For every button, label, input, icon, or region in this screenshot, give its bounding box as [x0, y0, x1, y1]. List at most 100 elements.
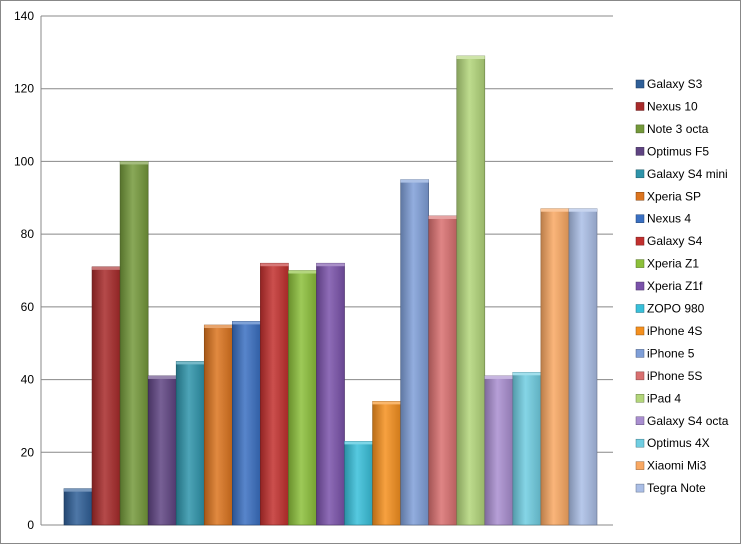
bar-top-highlight — [344, 441, 373, 445]
bar-top-highlight — [260, 263, 289, 267]
legend-swatch — [635, 214, 645, 223]
legend-label: Xperia SP — [647, 189, 701, 203]
legend-label: Galaxy S4 octa — [647, 414, 729, 428]
bar-galaxy-s4-mini — [175, 361, 205, 526]
legend-swatch — [635, 349, 645, 358]
bar-top-highlight — [400, 179, 429, 183]
legend-swatch — [635, 394, 645, 403]
bar-xperia-z1f — [316, 262, 345, 526]
bar-top-highlight — [316, 263, 345, 267]
bar-zopo-980 — [344, 441, 373, 526]
bar-ipad-4 — [456, 55, 486, 526]
bar-galaxy-s3 — [63, 488, 93, 526]
legend-label: Optimus F5 — [647, 144, 709, 158]
legend-item: Tegra Note — [635, 481, 706, 495]
legend-swatch — [635, 192, 645, 201]
bar-optimus-4x — [512, 371, 542, 526]
bar-xperia-z1 — [288, 270, 317, 526]
legend-swatch — [635, 169, 645, 179]
legend-swatch — [635, 371, 645, 381]
legend-label: iPhone 5 — [647, 346, 695, 360]
bar-top-highlight — [568, 208, 597, 212]
legend-label: iPhone 4S — [647, 324, 702, 338]
bar-nexus-10 — [91, 266, 121, 526]
legend-item: iPhone 4S — [635, 324, 702, 338]
legend-item: Xperia Z1f — [635, 279, 703, 293]
bar-top-highlight — [428, 215, 457, 219]
bar-xiaomi-mi3 — [540, 208, 570, 526]
legend-item: Nexus 10 — [635, 99, 698, 113]
legend-label: iPad 4 — [647, 391, 681, 405]
bar-top-highlight — [512, 372, 541, 376]
bar-top-highlight — [92, 266, 121, 270]
legend-label: Nexus 10 — [647, 99, 698, 113]
y-tick-label: 60 — [21, 300, 35, 314]
y-tick-label: 140 — [14, 9, 34, 23]
legend-label: Galaxy S4 mini — [647, 167, 728, 181]
legend-item: Xiaomi Mi3 — [635, 459, 707, 473]
legend-label: Note 3 octa — [647, 122, 709, 136]
legend-item: iPhone 5S — [635, 369, 702, 383]
y-tick-label: 100 — [14, 154, 34, 168]
legend-item: Galaxy S4 — [635, 234, 703, 248]
y-tick-label: 20 — [21, 445, 35, 459]
legend-swatch — [635, 102, 645, 111]
legend-item: Xperia SP — [635, 189, 701, 203]
legend-item: ZOPO 980 — [635, 302, 705, 316]
bar-optimus-f5 — [147, 375, 177, 526]
legend-swatch — [635, 124, 645, 134]
bar-iphone-5 — [400, 179, 429, 526]
legend-item: Galaxy S4 octa — [635, 414, 729, 428]
bar-top-highlight — [120, 161, 149, 165]
bar-galaxy-s4-octa — [484, 375, 514, 526]
legend-item: Optimus 4X — [635, 436, 710, 450]
legend-label: ZOPO 980 — [647, 302, 705, 316]
legend-swatch — [635, 236, 645, 246]
bar-top-highlight — [540, 208, 569, 212]
legend-item: iPhone 5 — [635, 346, 695, 360]
legend-item: Optimus F5 — [635, 144, 709, 158]
bar-top-highlight — [484, 375, 513, 379]
legend-swatch — [635, 438, 645, 448]
legend-item: Nexus 4 — [635, 212, 691, 226]
bar-top-highlight — [176, 361, 205, 365]
legend-item: Galaxy S4 mini — [635, 167, 728, 181]
y-tick-label: 40 — [21, 373, 35, 387]
legend-label: Optimus 4X — [647, 436, 710, 450]
legend-label: Galaxy S3 — [647, 77, 703, 91]
bar-iphone-5s — [428, 215, 458, 526]
bar-top-highlight — [288, 270, 317, 274]
bar-top-highlight — [232, 321, 261, 325]
legend-label: Nexus 4 — [647, 212, 691, 226]
bar-xperia-sp — [203, 324, 233, 526]
legend-label: Galaxy S4 — [647, 234, 703, 248]
legend-label: Xiaomi Mi3 — [647, 459, 707, 473]
bar-iphone-4s — [372, 401, 401, 526]
y-tick-label: 120 — [14, 82, 34, 96]
legend-swatch — [635, 461, 645, 470]
bar-top-highlight — [372, 401, 401, 405]
legend-item: Note 3 octa — [635, 122, 709, 136]
y-tick-label: 0 — [27, 518, 34, 532]
y-tick-label: 80 — [21, 227, 35, 241]
legend-label: Xperia Z1 — [647, 257, 699, 271]
legend-label: Tegra Note — [647, 481, 706, 495]
bar-top-highlight — [456, 55, 485, 59]
legend-item: Galaxy S3 — [635, 77, 703, 91]
legend-swatch — [635, 304, 645, 313]
bar-galaxy-s4 — [260, 262, 289, 526]
bar-top-highlight — [64, 488, 93, 492]
legend-item: iPad 4 — [635, 391, 681, 405]
bar-tegra-note — [568, 208, 598, 526]
legend-item: Xperia Z1 — [635, 257, 699, 271]
bar-top-highlight — [148, 375, 177, 379]
legend-swatch — [635, 259, 645, 268]
bar-note-3-octa — [119, 161, 149, 526]
legend-swatch — [635, 326, 645, 336]
legend-swatch — [635, 483, 645, 493]
legend-swatch — [635, 147, 645, 156]
bar-top-highlight — [204, 325, 233, 329]
legend-swatch — [635, 79, 645, 89]
legend: Galaxy S3 Nexus 10 Note 3 octa Optimus F5 Ga… — [635, 77, 729, 495]
